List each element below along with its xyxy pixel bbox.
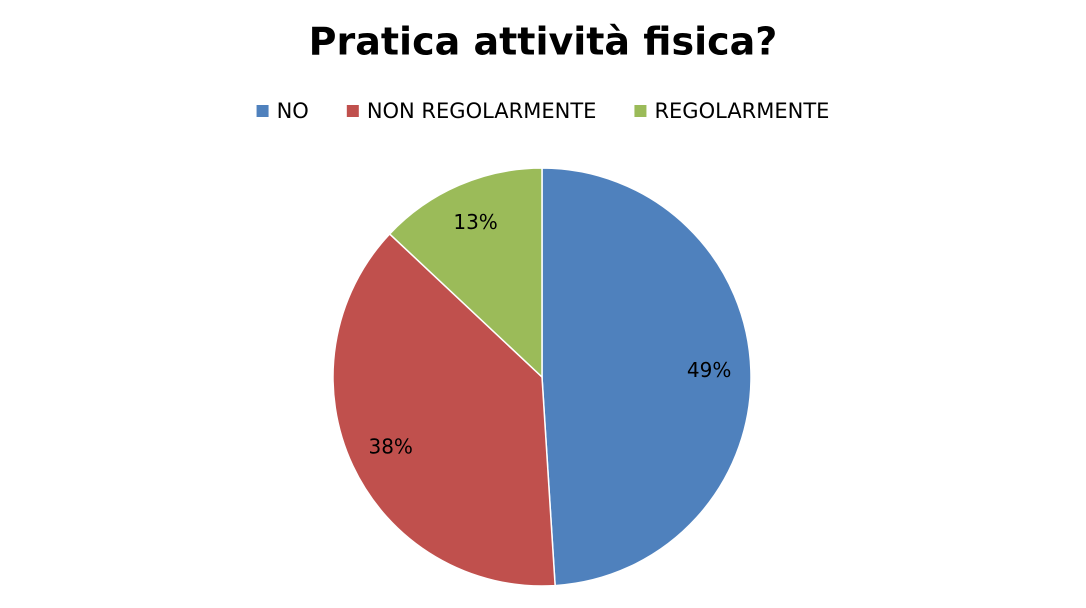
- data-label: 13%: [453, 210, 497, 234]
- pie-slice: [332, 232, 556, 587]
- legend: NO NON REGOLARMENTE REGOLARMENTE: [256, 99, 829, 123]
- pie-slice: [388, 167, 543, 379]
- legend-label: REGOLARMENTE: [654, 99, 829, 123]
- pie: 49% 38% 13%: [332, 167, 752, 587]
- legend-swatch: [634, 105, 647, 117]
- legend-label: NO: [277, 99, 309, 123]
- data-label: 38%: [368, 435, 412, 459]
- pie-slice: [541, 167, 752, 587]
- legend-swatch: [256, 105, 269, 117]
- data-label: 49%: [687, 358, 731, 382]
- chart-title: Pratica attività fisica?: [309, 20, 778, 64]
- legend-swatch: [346, 105, 359, 117]
- legend-label: NON REGOLARMENTE: [367, 99, 597, 123]
